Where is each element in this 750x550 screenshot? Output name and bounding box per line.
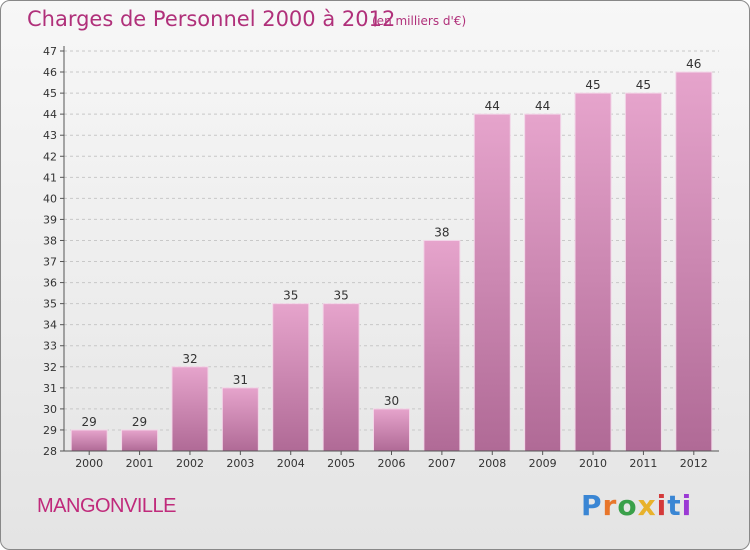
x-tick-label: 2001 bbox=[126, 457, 154, 470]
y-tick-label: 43 bbox=[43, 129, 57, 142]
x-axis-ticks: 2000 2001 2002 2003 2004 2005 2006 2007 2008 2009… bbox=[75, 451, 708, 470]
data-label: 38 bbox=[434, 225, 449, 239]
bar bbox=[624, 92, 662, 452]
y-tick-label: 31 bbox=[43, 382, 57, 395]
y-tick-label: 36 bbox=[43, 277, 57, 290]
data-label: 35 bbox=[333, 289, 348, 303]
y-tick-label: 47 bbox=[43, 45, 57, 58]
y-tick-label: 35 bbox=[43, 298, 57, 311]
proxiti-logo[interactable]: Proxiti bbox=[581, 489, 692, 522]
x-tick-label: 2009 bbox=[529, 457, 557, 470]
x-tick-label: 2011 bbox=[629, 457, 657, 470]
data-label: 31 bbox=[233, 373, 248, 387]
y-tick-label: 45 bbox=[43, 87, 57, 100]
y-tick-label: 30 bbox=[43, 403, 57, 416]
x-tick-label: 2000 bbox=[75, 457, 103, 470]
x-tick-label: 2012 bbox=[680, 457, 708, 470]
logo-letter: t bbox=[667, 489, 682, 522]
bar bbox=[675, 71, 713, 452]
data-label: 46 bbox=[686, 57, 701, 71]
y-tick-label: 46 bbox=[43, 66, 57, 79]
x-tick-label: 2003 bbox=[226, 457, 254, 470]
y-tick-label: 40 bbox=[43, 192, 57, 205]
y-tick-label: 39 bbox=[43, 213, 57, 226]
logo-letter: x bbox=[637, 489, 657, 522]
place-name: MANGONVILLE bbox=[37, 495, 176, 517]
y-tick-label: 29 bbox=[43, 424, 57, 437]
bar bbox=[171, 366, 209, 452]
y-tick-label: 41 bbox=[43, 171, 57, 184]
data-label: 29 bbox=[82, 415, 97, 429]
y-tick-label: 28 bbox=[43, 445, 57, 458]
x-tick-label: 2006 bbox=[378, 457, 406, 470]
data-label: 35 bbox=[283, 289, 298, 303]
bar bbox=[322, 303, 360, 452]
y-tick-label: 38 bbox=[43, 234, 57, 247]
data-label: 45 bbox=[636, 78, 651, 92]
y-tick-label: 42 bbox=[43, 150, 57, 163]
y-tick-label: 34 bbox=[43, 319, 57, 332]
y-tick-label: 32 bbox=[43, 361, 57, 374]
grid-lines bbox=[64, 50, 719, 452]
x-tick-label: 2004 bbox=[277, 457, 305, 470]
bar bbox=[272, 303, 310, 452]
y-tick-label: 33 bbox=[43, 340, 57, 353]
data-label: 30 bbox=[384, 394, 399, 408]
data-label: 44 bbox=[485, 99, 500, 113]
bar bbox=[121, 429, 159, 452]
x-tick-label: 2007 bbox=[428, 457, 456, 470]
data-label: 29 bbox=[132, 415, 147, 429]
data-labels: 29 29 32 31 35 35 30 38 44 44 45 45 46 bbox=[82, 57, 702, 429]
bar bbox=[423, 239, 461, 452]
chart-subtitle: (en milliers d'€) bbox=[372, 14, 467, 28]
x-tick-label: 2008 bbox=[478, 457, 506, 470]
bar bbox=[574, 92, 612, 452]
logo-letter: i bbox=[656, 489, 668, 522]
logo-letter: P bbox=[581, 489, 603, 522]
y-tick-label: 37 bbox=[43, 256, 57, 269]
bar bbox=[221, 387, 259, 452]
bars bbox=[70, 71, 713, 452]
bar bbox=[70, 429, 108, 452]
logo-letter: o bbox=[617, 489, 638, 522]
chart-title: Charges de Personnel 2000 à 2012 bbox=[27, 7, 396, 31]
data-label: 32 bbox=[182, 352, 197, 366]
data-label: 44 bbox=[535, 99, 550, 113]
x-tick-label: 2002 bbox=[176, 457, 204, 470]
data-label: 45 bbox=[585, 78, 600, 92]
logo-letter: i bbox=[681, 489, 693, 522]
bar bbox=[524, 113, 562, 452]
bar bbox=[473, 113, 511, 452]
bar bbox=[373, 408, 410, 452]
x-tick-label: 2005 bbox=[327, 457, 355, 470]
x-tick-label: 2010 bbox=[579, 457, 607, 470]
y-tick-label: 44 bbox=[43, 108, 57, 121]
y-axis-ticks: 28 29 30 31 32 33 34 35 36 37 38 39 40 41 42 43 44 45 46 47 bbox=[43, 45, 64, 458]
logo-letter: r bbox=[602, 489, 618, 522]
